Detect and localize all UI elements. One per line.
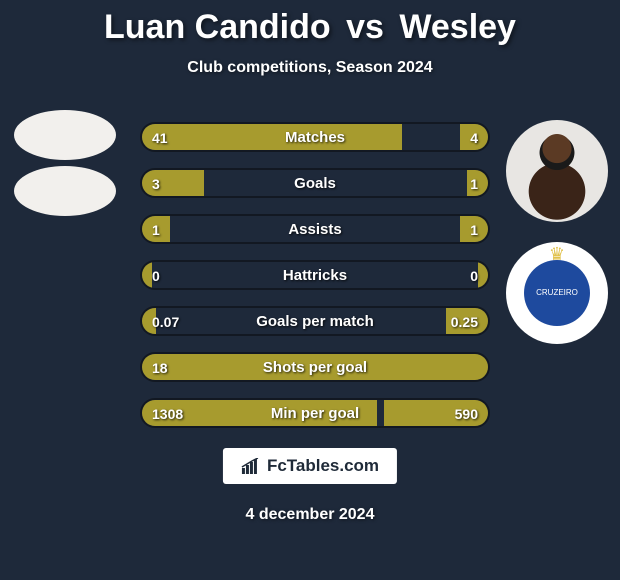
- stat-row: 0.070.25Goals per match: [140, 306, 490, 336]
- title-vs: vs: [346, 8, 384, 46]
- brand-name: FcTables.com: [267, 456, 379, 476]
- crest-text: CRUZEIRO: [536, 289, 578, 297]
- player1-avatar-placeholder: [14, 110, 116, 160]
- stat-label: Goals per match: [142, 308, 488, 334]
- stat-row: 11Assists: [140, 214, 490, 244]
- stat-label: Goals: [142, 170, 488, 196]
- stat-row: 1308590Min per goal: [140, 398, 490, 428]
- player2-crest: ♛ CRUZEIRO: [506, 242, 608, 344]
- page-title: Luan Candido vs Wesley: [0, 0, 620, 47]
- player2-avatar: [506, 120, 608, 222]
- subtitle: Club competitions, Season 2024: [0, 59, 620, 77]
- stat-label: Assists: [142, 216, 488, 242]
- stat-label: Min per goal: [142, 400, 488, 426]
- player1-crest-placeholder: [14, 166, 116, 216]
- crest-inner: CRUZEIRO: [524, 260, 590, 326]
- title-player1: Luan Candido: [104, 8, 331, 46]
- stat-row: 414Matches: [140, 122, 490, 152]
- brand-chart-icon: [241, 458, 261, 474]
- comparison-bars: 414Matches 31Goals 11Assists 00Hattricks 0.0…: [140, 122, 490, 444]
- stat-row: 00Hattricks: [140, 260, 490, 290]
- stat-label: Shots per goal: [142, 354, 488, 380]
- stat-label: Hattricks: [142, 262, 488, 288]
- footer-date: 4 december 2024: [0, 506, 620, 524]
- right-player-column: ♛ CRUZEIRO: [502, 120, 612, 344]
- stat-row: 31Goals: [140, 168, 490, 198]
- title-player2: Wesley: [399, 8, 516, 46]
- stat-label: Matches: [142, 124, 488, 150]
- left-player-column: [10, 110, 120, 222]
- stat-row: 18Shots per goal: [140, 352, 490, 382]
- brand-badge: FcTables.com: [223, 448, 397, 484]
